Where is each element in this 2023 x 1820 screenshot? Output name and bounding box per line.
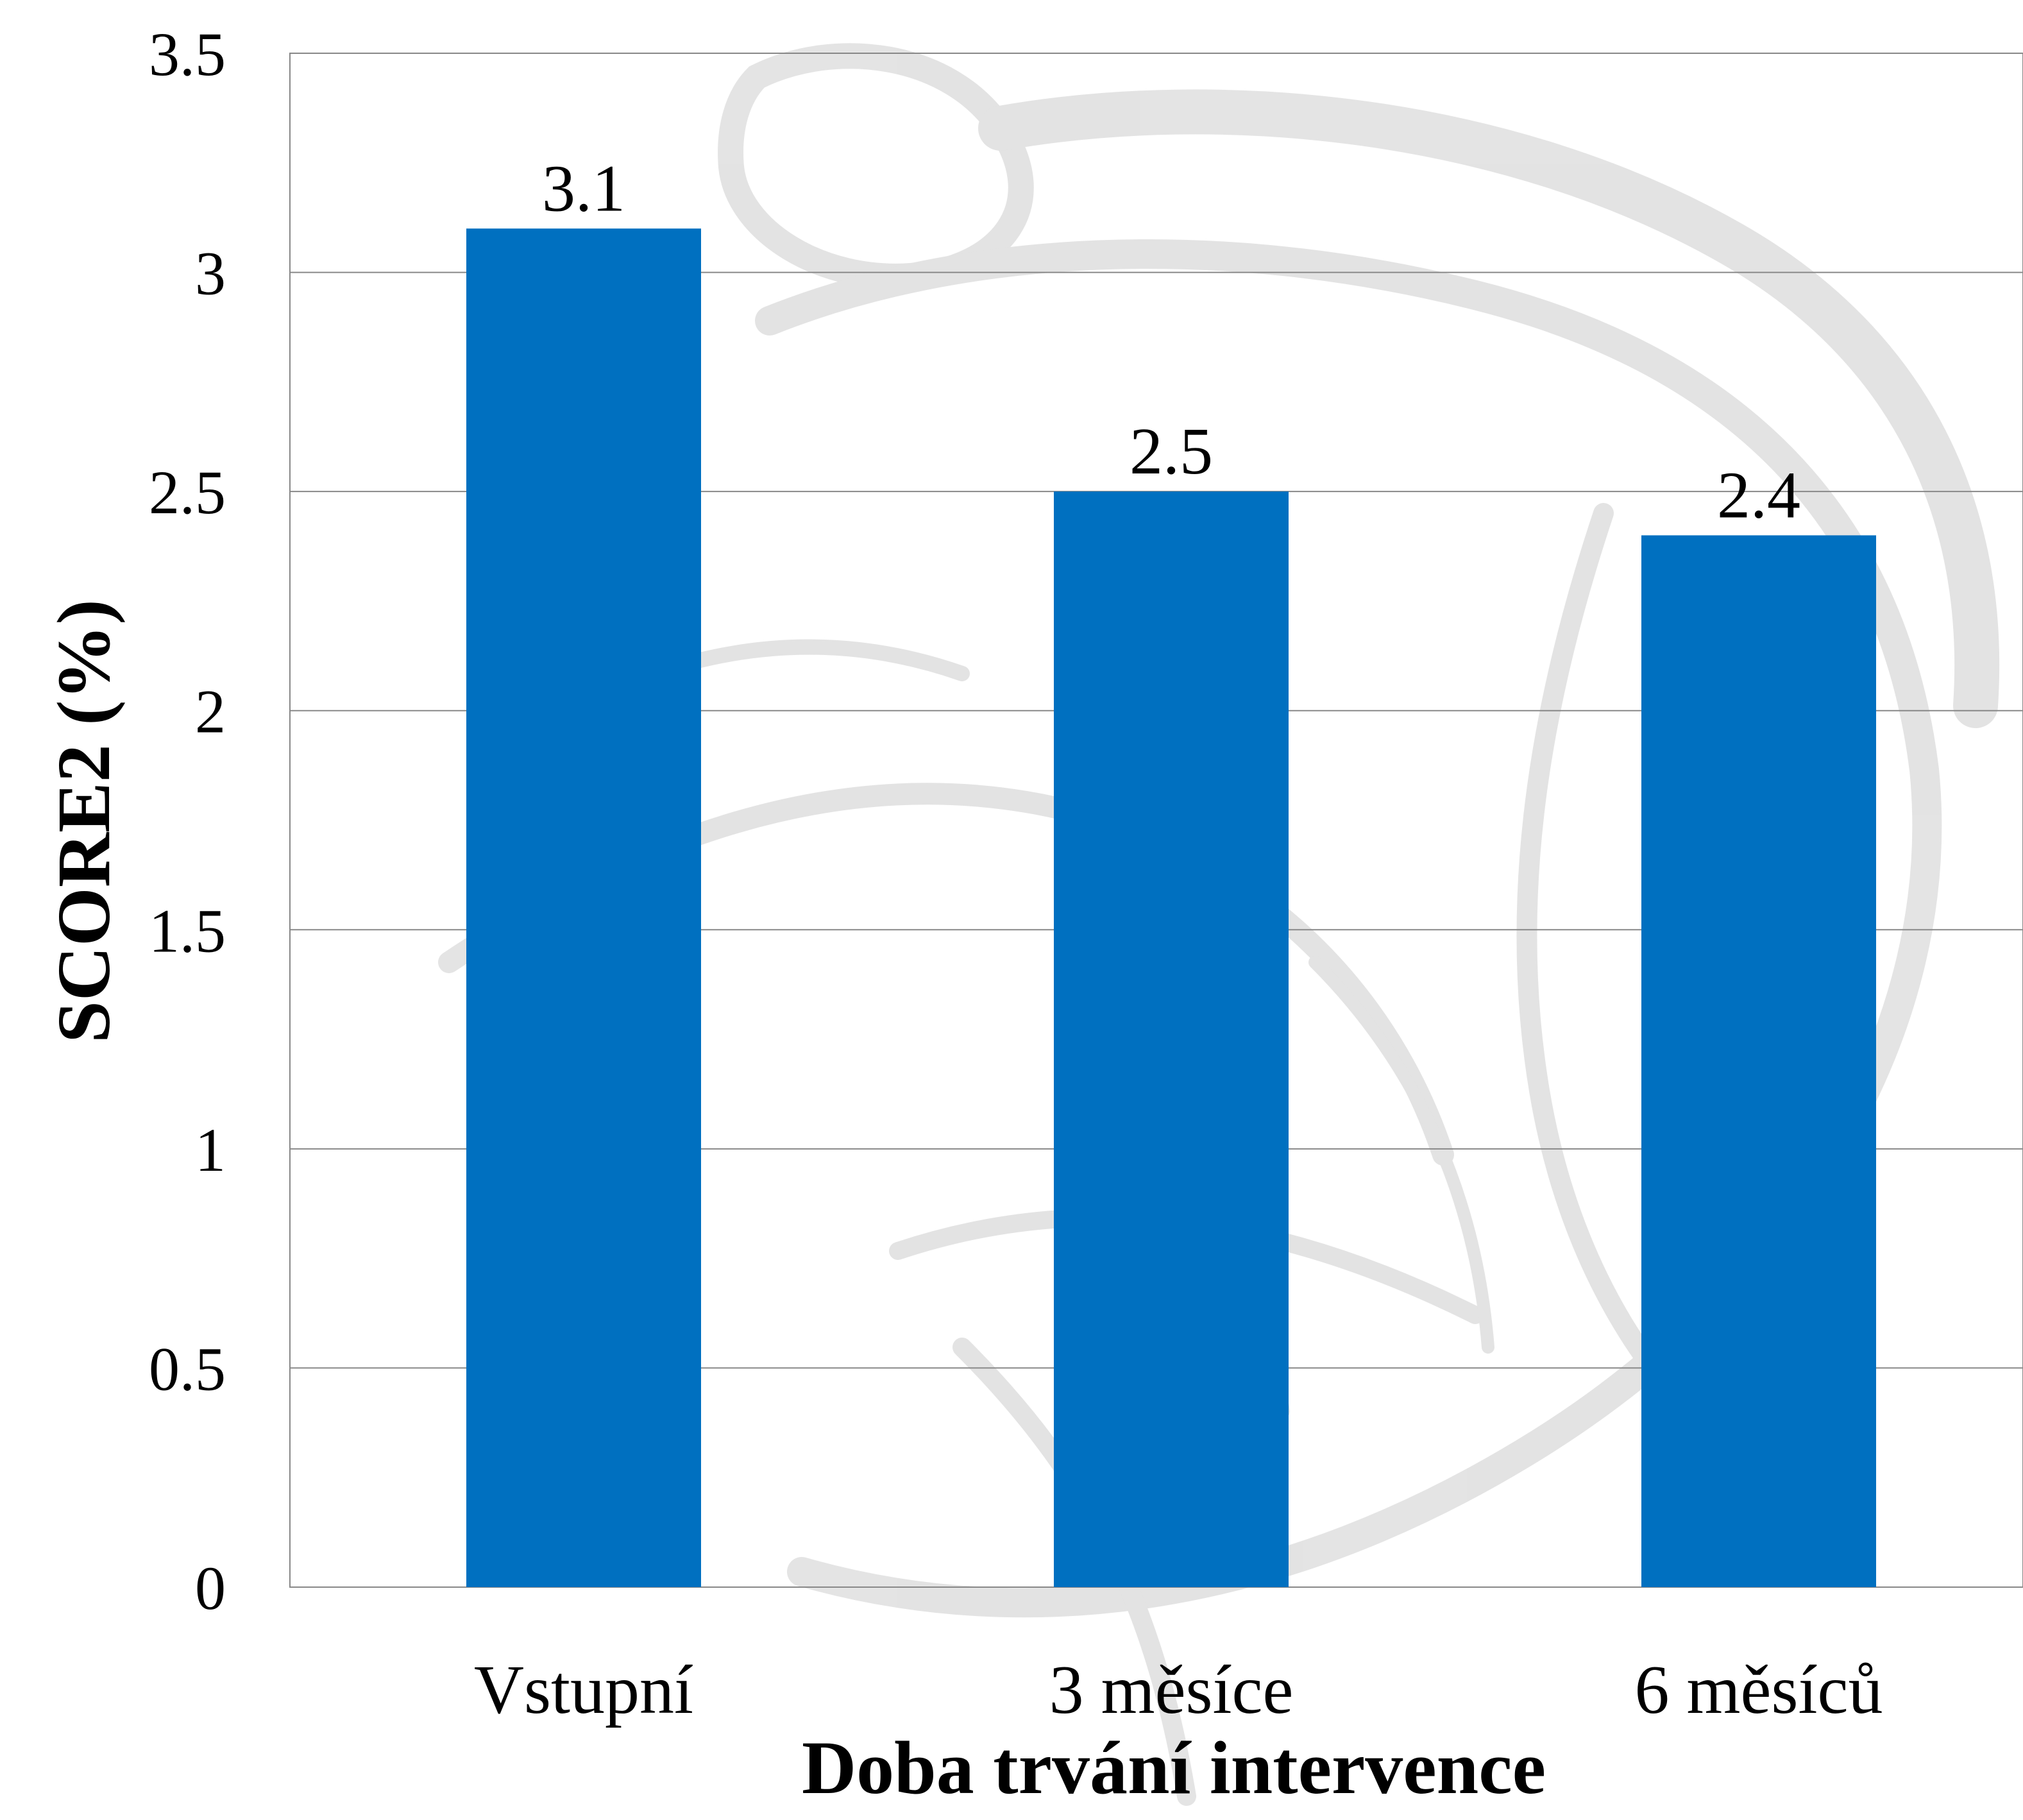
x-axis-title: Doba trvání intervence <box>802 1726 1546 1810</box>
y-tick-label: 3.5 <box>149 20 226 89</box>
y-axis-title: SCORE2 (%) <box>42 599 126 1043</box>
y-tick-label: 1.5 <box>149 896 226 965</box>
y-tick-label: 3 <box>195 239 226 308</box>
y-axis-tick-labels: 0 0.5 1 1.5 2 2.5 3 3.5 <box>149 20 226 1622</box>
bar-value-label: 2.4 <box>1717 458 1800 532</box>
y-tick-label: 2 <box>195 677 226 746</box>
bar-value-label: 3.1 <box>542 151 625 225</box>
bars <box>466 228 1876 1588</box>
y-tick-label: 0.5 <box>149 1334 226 1403</box>
y-tick-label: 1 <box>195 1116 226 1184</box>
x-category-label: Vstupní <box>474 1652 693 1728</box>
x-axis-category-labels: Vstupní 3 měsíce 6 měsíců <box>474 1652 1883 1728</box>
data-labels: 3.1 2.5 2.4 <box>542 151 1800 532</box>
y-tick-label: 0 <box>195 1554 226 1622</box>
x-category-label: 6 měsíců <box>1635 1652 1883 1728</box>
bar <box>466 228 701 1588</box>
bar-value-label: 2.5 <box>1130 414 1213 488</box>
bar <box>1054 491 1289 1588</box>
y-tick-label: 2.5 <box>149 458 226 527</box>
bar <box>1641 535 1876 1587</box>
x-category-label: 3 měsíce <box>1049 1652 1294 1728</box>
